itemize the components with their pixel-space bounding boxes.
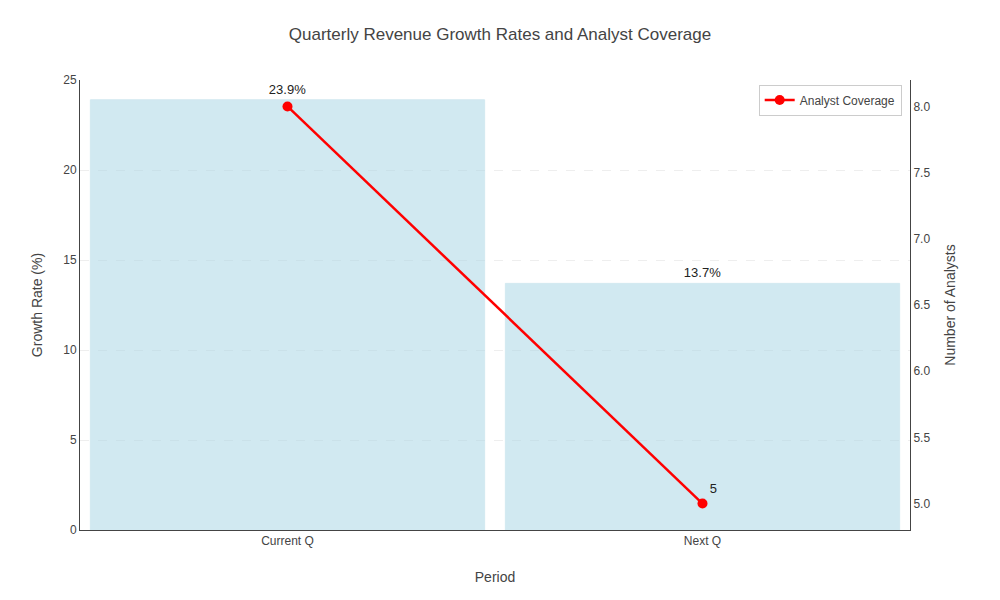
svg-text:25: 25 (63, 73, 77, 87)
svg-text:Next Q: Next Q (684, 534, 721, 548)
svg-text:6.0: 6.0 (913, 364, 930, 378)
svg-text:5: 5 (710, 481, 717, 496)
svg-text:20: 20 (63, 163, 77, 177)
svg-text:7.0: 7.0 (913, 232, 930, 246)
svg-text:5.0: 5.0 (913, 497, 930, 511)
svg-text:Analyst Coverage: Analyst Coverage (800, 94, 895, 108)
svg-text:15: 15 (63, 253, 77, 267)
svg-text:Current Q: Current Q (261, 534, 314, 548)
svg-text:23.9%: 23.9% (269, 82, 306, 97)
svg-text:13.7%: 13.7% (684, 265, 721, 280)
svg-text:Quarterly Revenue Growth Rates: Quarterly Revenue Growth Rates and Analy… (289, 25, 711, 44)
svg-text:0: 0 (70, 523, 77, 537)
svg-text:Growth Rate (%): Growth Rate (%) (29, 253, 45, 357)
svg-text:10: 10 (63, 343, 77, 357)
svg-text:6.5: 6.5 (913, 298, 930, 312)
svg-text:5: 5 (70, 433, 77, 447)
svg-text:Number of Analysts: Number of Analysts (942, 244, 958, 365)
svg-text:5.5: 5.5 (913, 431, 930, 445)
svg-text:7.5: 7.5 (913, 166, 930, 180)
svg-text:8.0: 8.0 (913, 100, 930, 114)
svg-text:Period: Period (475, 569, 515, 585)
